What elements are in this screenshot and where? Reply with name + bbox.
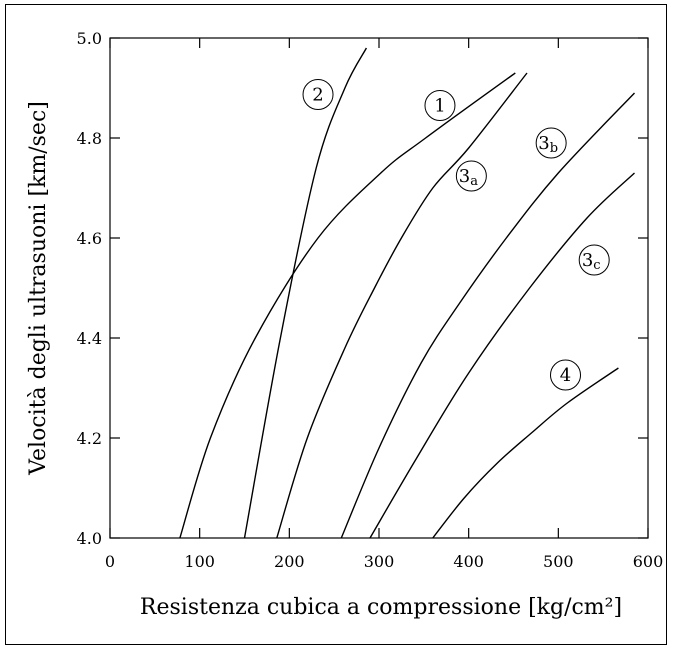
curve-label-3b: 3b bbox=[535, 127, 567, 159]
y-axis-tick-labels: 4.0 4.2 4.4 4.6 4.8 5.0 bbox=[77, 29, 102, 548]
curve-label-circle bbox=[424, 90, 456, 121]
curve-label-circle bbox=[550, 359, 582, 391]
series-line-3b bbox=[340, 92, 636, 539]
y-tick-label: 4.4 bbox=[77, 329, 102, 348]
chart-figure: 0 100 200 300 400 500 600 4.0 4.2 4.4 4.6 4.8 5.0 2… bbox=[5, 4, 667, 645]
y-tick-label: 4.2 bbox=[77, 429, 102, 448]
y-tick-label: 4.6 bbox=[77, 229, 102, 248]
series-line-3a bbox=[276, 72, 528, 539]
x-tick-label: 400 bbox=[453, 552, 484, 571]
series-line-3c bbox=[369, 172, 635, 539]
curve-label-circle bbox=[455, 160, 487, 192]
series-line-1 bbox=[179, 72, 516, 539]
curve-label-text: 4 bbox=[560, 365, 571, 386]
curve-label-4: 4 bbox=[550, 359, 582, 391]
x-tick-label: 0 bbox=[105, 552, 115, 571]
chart-canvas: 0 100 200 300 400 500 600 4.0 4.2 4.4 4.6 4.8 5.0 2… bbox=[5, 4, 667, 645]
plot-area bbox=[109, 37, 649, 539]
curve-label-circle bbox=[578, 244, 610, 276]
series-lines bbox=[179, 47, 636, 539]
curve-label-circle bbox=[302, 79, 334, 110]
series-line-4 bbox=[432, 367, 619, 539]
curve-label-2: 2 bbox=[302, 79, 334, 110]
curve-label-circle bbox=[535, 127, 567, 159]
curve-label-text: 2 bbox=[312, 85, 323, 106]
curve-label-3c: 3c bbox=[578, 244, 610, 276]
curve-label-text: 1 bbox=[434, 96, 445, 117]
curve-label-3a: 3a bbox=[455, 160, 487, 192]
series-line-2 bbox=[243, 47, 368, 539]
x-axis-title: Resistenza cubica a compressione [kg/cm²… bbox=[140, 595, 622, 620]
x-tick-label: 200 bbox=[274, 552, 305, 571]
x-tick-label: 300 bbox=[364, 552, 395, 571]
x-tick-label: 600 bbox=[633, 552, 664, 571]
axis-ticks bbox=[109, 37, 649, 539]
y-tick-label: 5.0 bbox=[77, 29, 102, 48]
figure-frame bbox=[5, 4, 667, 645]
x-axis-tick-labels: 0 100 200 300 400 500 600 bbox=[105, 552, 663, 571]
x-tick-label: 100 bbox=[184, 552, 215, 571]
y-tick-label: 4.8 bbox=[77, 129, 102, 148]
curve-label-1: 1 bbox=[424, 90, 456, 121]
y-tick-label: 4.0 bbox=[77, 529, 102, 548]
x-tick-label: 500 bbox=[543, 552, 574, 571]
curve-labels: 2 1 3a 3b 3c 4 bbox=[302, 79, 610, 391]
y-axis-title: Velocità degli ultrasuoni [km/sec] bbox=[26, 101, 51, 476]
